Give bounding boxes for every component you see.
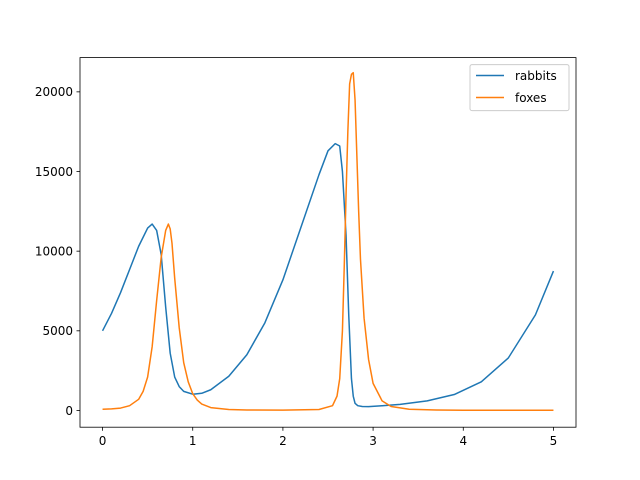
legend-label-rabbits: rabbits (515, 69, 557, 83)
ticks-layer: 0 1 2 3 4 5 0 5000 10000 15000 20000 (35, 85, 557, 448)
x-tick-label: 1 (189, 434, 197, 448)
y-tick-label: 15000 (35, 165, 73, 179)
x-tick-label: 5 (550, 434, 558, 448)
legend: rabbits foxes (469, 64, 570, 112)
plot-frame (79, 57, 577, 428)
lines-layer (101, 71, 555, 412)
series-line-rabbits (101, 142, 555, 408)
x-tick-label: 3 (369, 434, 377, 448)
series-line-foxes (102, 71, 554, 412)
y-tick-label: 0 (65, 404, 73, 418)
y-tick-label: 5000 (42, 324, 73, 338)
y-tick-label: 10000 (35, 244, 73, 258)
x-tick-label: 4 (459, 434, 467, 448)
x-tick-label: 0 (99, 434, 107, 448)
y-tick-label: 20000 (35, 85, 73, 99)
legend-label-foxes: foxes (515, 91, 547, 105)
x-tick-label: 2 (279, 434, 287, 448)
